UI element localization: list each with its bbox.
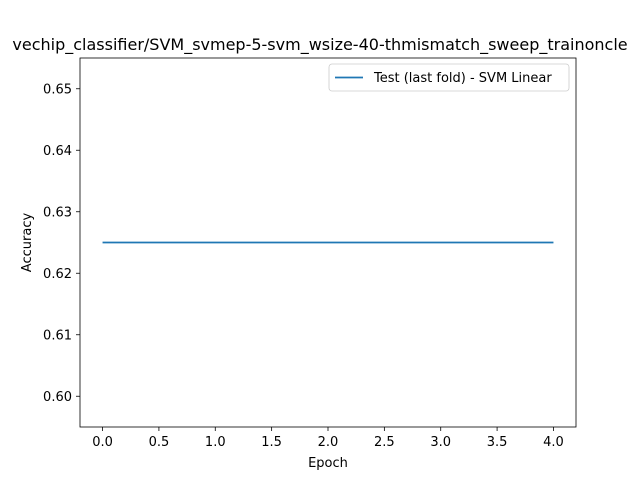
y-tick-label: 0.62 xyxy=(43,267,72,282)
x-tick-label: 3.0 xyxy=(430,435,451,450)
y-axis: 0.60 0.61 0.62 0.63 0.64 0.65 xyxy=(43,82,80,405)
x-tick-label: 2.5 xyxy=(374,435,395,450)
x-tick-label: 3.5 xyxy=(487,435,508,450)
x-axis-label: Epoch xyxy=(308,456,348,471)
y-tick-label: 0.63 xyxy=(43,205,72,220)
legend: Test (last fold) - SVM Linear xyxy=(328,63,570,92)
x-tick-label: 0.5 xyxy=(149,435,170,450)
x-axis: 0.0 0.5 1.0 1.5 2.0 2.5 3.0 3.5 4.0 xyxy=(92,427,564,450)
legend-box xyxy=(328,63,570,92)
y-tick-label: 0.65 xyxy=(43,82,72,97)
x-tick-label: 1.0 xyxy=(205,435,226,450)
chart-title: vechip_classifier/SVM_svmep-5-svm_wsize-… xyxy=(12,35,627,55)
y-tick-label: 0.61 xyxy=(43,328,72,343)
y-tick-label: 0.60 xyxy=(43,390,72,405)
x-tick-label: 0.0 xyxy=(92,435,113,450)
y-axis-label: Accuracy xyxy=(20,213,35,273)
x-tick-label: 2.0 xyxy=(318,435,339,450)
x-tick-label: 4.0 xyxy=(543,435,564,450)
legend-label: Test (last fold) - SVM Linear xyxy=(373,71,552,86)
y-tick-label: 0.64 xyxy=(43,144,72,159)
x-tick-label: 1.5 xyxy=(261,435,282,450)
